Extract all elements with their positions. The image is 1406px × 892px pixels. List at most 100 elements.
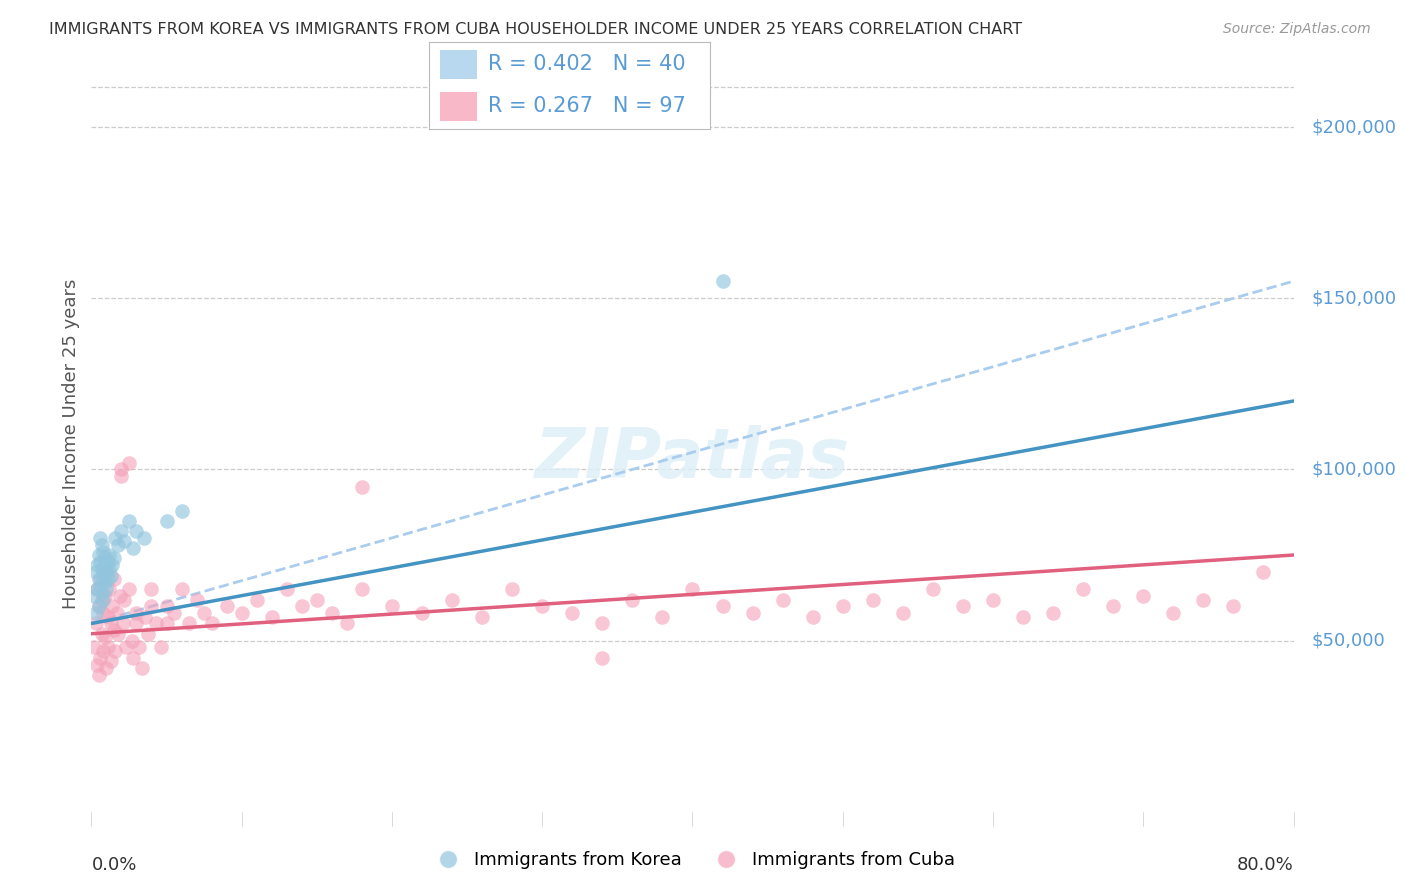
Point [86,558,108,573]
Text: R = 0.267   N = 97: R = 0.267 N = 97 [488,96,686,116]
Point [125,616,148,631]
Point [89,555,111,569]
Point [97,640,120,655]
Point [94,575,117,590]
Point [141,582,163,597]
Point [86,582,108,597]
Point [125,606,148,620]
Point [87,572,110,586]
Point [134,609,156,624]
Point [1222,599,1244,614]
Point [107,538,129,552]
Point [591,616,613,631]
Point [108,589,131,603]
Y-axis label: Householder Income Under 25 years: Householder Income Under 25 years [62,278,80,609]
Bar [440,50,477,78]
Point [87,599,110,614]
Point [90,562,112,576]
Point [97,572,120,586]
Point [1192,592,1215,607]
Point [801,609,824,624]
Point [440,592,463,607]
Point [121,633,143,648]
Point [94,558,117,573]
Text: $50,000: $50,000 [1312,632,1385,649]
Point [531,599,554,614]
Point [186,592,208,607]
Point [101,558,124,573]
Point [141,599,163,614]
Point [96,582,118,597]
Point [350,479,373,493]
Point [321,606,343,620]
Point [336,616,359,631]
Point [100,654,122,668]
Point [411,606,433,620]
Point [87,548,110,562]
Point [93,592,115,607]
Text: 80.0%: 80.0% [1237,856,1294,874]
Point [107,626,129,640]
Point [177,616,200,631]
Point [96,565,118,579]
Point [90,626,112,640]
Point [145,616,167,631]
Point [103,624,125,638]
Point [98,562,121,576]
Point [100,616,122,631]
Point [89,572,111,586]
Point [381,599,404,614]
Point [101,599,124,614]
Point [621,592,644,607]
Text: Source: ZipAtlas.com: Source: ZipAtlas.com [1223,22,1371,37]
Point [170,503,193,517]
Text: $200,000: $200,000 [1312,118,1396,136]
Point [93,644,115,658]
Point [103,572,125,586]
Point [1132,589,1154,603]
Text: $100,000: $100,000 [1312,460,1396,478]
Point [128,640,150,655]
Point [501,582,523,597]
Point [110,462,132,476]
Point [93,544,115,558]
Point [87,599,110,614]
Point [193,606,215,620]
Point [114,534,136,549]
Point [305,592,328,607]
Point [1071,582,1094,597]
Point [201,616,224,631]
Point [1161,606,1184,620]
Point [831,599,853,614]
Point [131,661,153,675]
Point [1253,565,1275,579]
Point [276,582,298,597]
Point [118,514,141,528]
Point [96,661,118,675]
Point [981,592,1004,607]
Point [110,469,132,483]
Point [155,599,177,614]
Point [104,531,127,545]
Text: ZIPatlas: ZIPatlas [534,425,851,492]
Point [105,606,128,620]
Point [93,568,115,582]
Point [104,644,127,658]
Point [94,589,117,603]
Point [922,582,945,597]
Point [90,585,112,599]
Point [291,599,314,614]
Point [891,606,914,620]
Legend: Immigrants from Korea, Immigrants from Cuba: Immigrants from Korea, Immigrants from C… [423,844,962,876]
Point [711,274,734,288]
Text: IMMIGRANTS FROM KOREA VS IMMIGRANTS FROM CUBA HOUSEHOLDER INCOME UNDER 25 YEARS : IMMIGRANTS FROM KOREA VS IMMIGRANTS FROM… [49,22,1022,37]
Point [952,599,974,614]
Point [103,551,125,566]
Point [98,548,121,562]
Point [118,582,141,597]
Point [94,551,117,566]
Point [741,606,763,620]
Point [115,640,138,655]
Point [97,555,120,569]
Point [86,582,108,597]
